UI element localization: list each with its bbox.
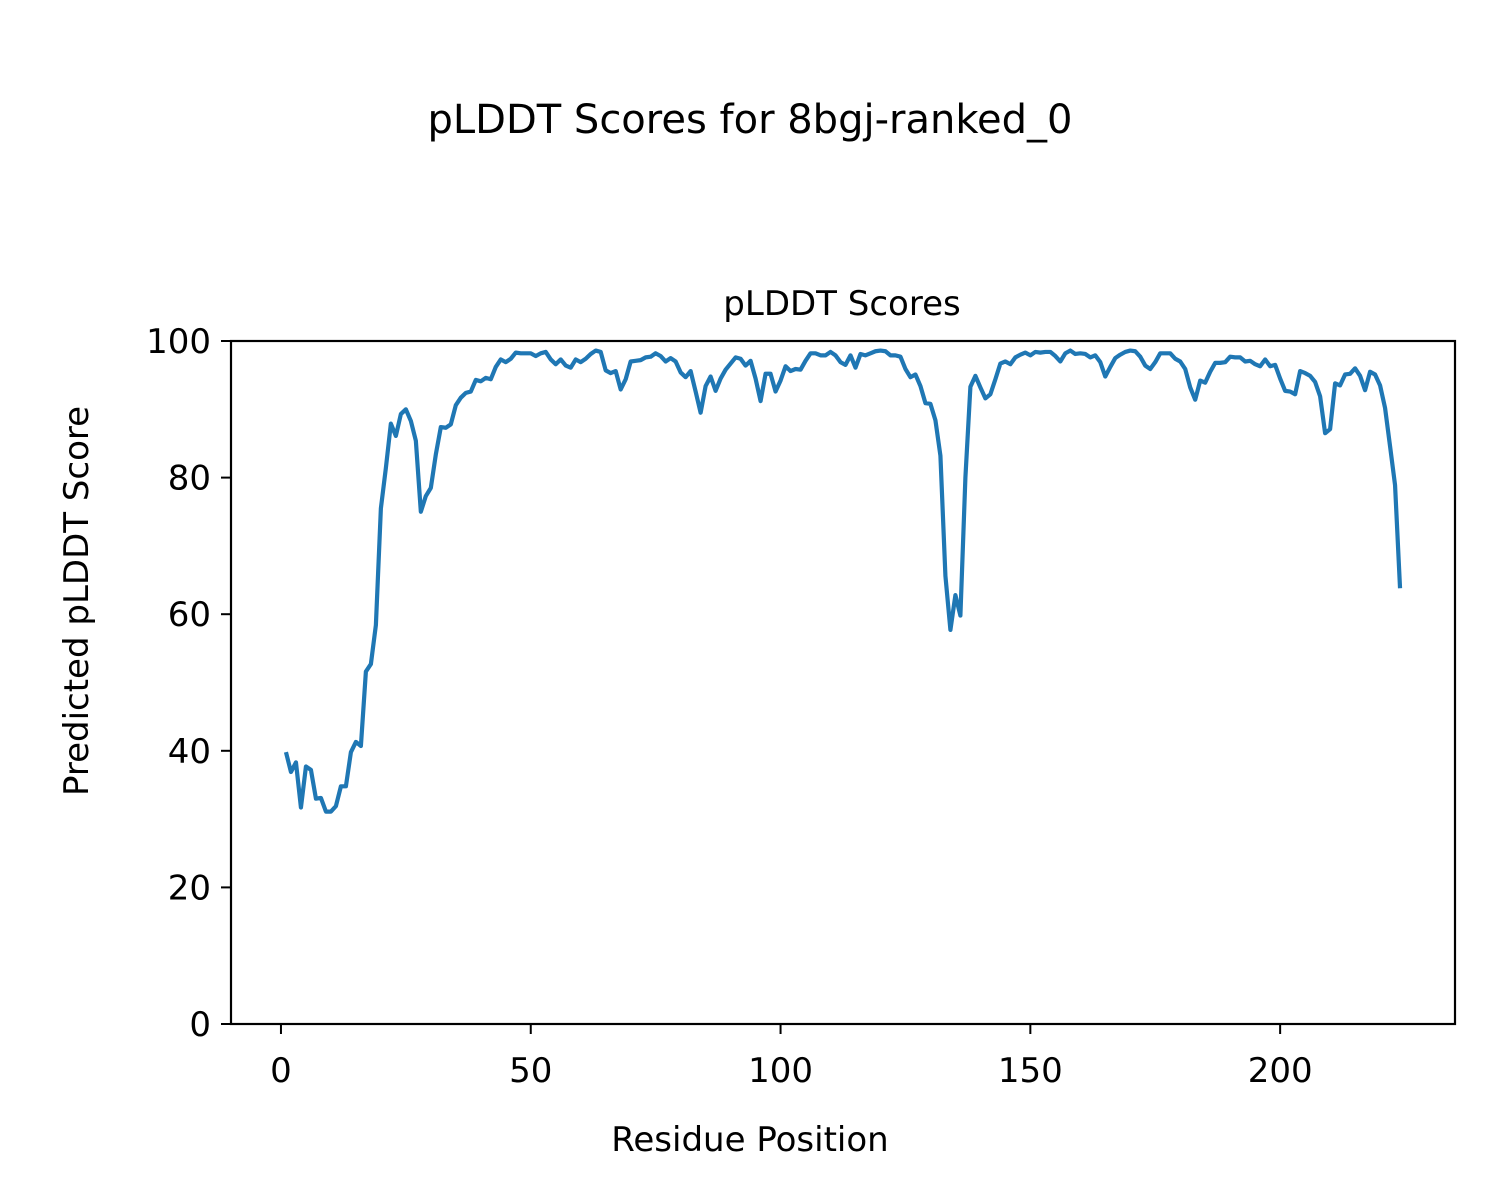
x-tick-label: 200 xyxy=(1248,1051,1313,1091)
axis-ticks: 0 50 100 150 200 0 20 40 60 80 100 xyxy=(146,322,1313,1091)
y-axis-label: Predicted pLDDT Score xyxy=(57,406,97,796)
figure-suptitle: pLDDT Scores for 8bgj-ranked_0 xyxy=(428,97,1073,143)
series-line-plddt xyxy=(283,348,1403,814)
x-axis-label: Residue Position xyxy=(611,1120,888,1160)
y-tick-label: 20 xyxy=(168,868,211,908)
x-tick-label: 100 xyxy=(748,1051,813,1091)
y-tick-label: 40 xyxy=(168,732,211,772)
y-tick-label: 60 xyxy=(168,595,211,635)
y-tick-label: 0 xyxy=(189,1005,211,1045)
axes-frame xyxy=(229,339,1457,1026)
y-tick-label: 100 xyxy=(146,322,211,362)
x-tick-label: 50 xyxy=(509,1051,552,1091)
x-tick-label: 0 xyxy=(270,1051,292,1091)
plot-area: 0 50 100 150 200 0 20 40 60 80 100 xyxy=(146,322,1457,1091)
x-tick-label: 150 xyxy=(998,1051,1063,1091)
y-tick-label: 80 xyxy=(168,459,211,499)
chart-title: pLDDT Scores xyxy=(723,284,960,324)
